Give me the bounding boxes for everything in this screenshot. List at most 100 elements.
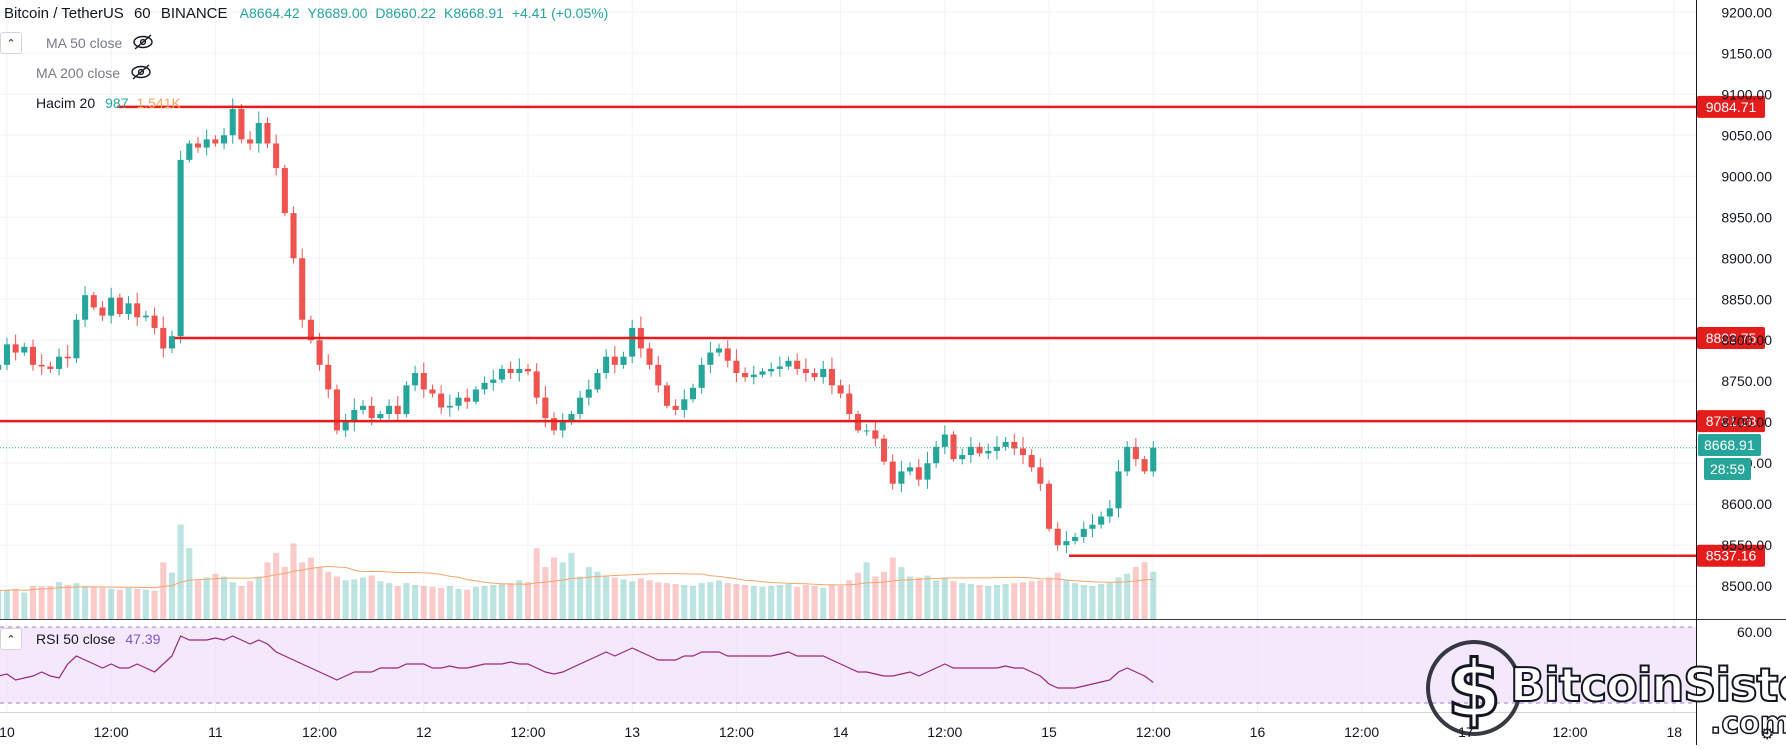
candle-body	[420, 373, 427, 390]
price-tick-label: 9000.00	[1721, 168, 1772, 184]
time-axis[interactable]: 10 12:00 11 12:00 12 12:00 13 12:00 14 12:00 15 12:…	[0, 724, 1682, 740]
watermark-brand: BitcoinSistemi	[1509, 657, 1786, 713]
volume-bar	[186, 548, 193, 619]
time-tick-label: 12:00	[94, 724, 129, 740]
candle-body	[472, 389, 479, 402]
candle-body	[412, 373, 419, 386]
legend-ma200[interactable]: MA 200 close	[36, 62, 152, 84]
volume-bar	[438, 587, 445, 619]
candle-body	[993, 446, 1000, 451]
candle-body	[785, 360, 792, 367]
candle-body	[776, 366, 783, 369]
volume-bar	[542, 567, 549, 619]
volume-bar	[142, 589, 149, 619]
candle-body	[585, 389, 592, 398]
settings-gear-icon[interactable]: ⚙	[1760, 726, 1775, 743]
volume-bar	[768, 585, 775, 619]
level-price-tag	[1697, 326, 1765, 349]
candle-body	[1098, 516, 1105, 525]
candle-body	[194, 143, 202, 148]
candle-body	[247, 139, 254, 144]
candle-body	[168, 336, 175, 349]
price-tick-label: 9150.00	[1721, 45, 1772, 61]
candle-body	[186, 143, 193, 160]
candle-body	[802, 368, 809, 374]
candle-body	[594, 373, 601, 390]
candle-body	[108, 297, 115, 316]
volume-bar	[898, 567, 905, 619]
volume-bars	[0, 524, 1157, 619]
volume-bar	[99, 587, 106, 619]
candle-body	[915, 467, 922, 480]
volume-bar	[724, 583, 731, 619]
volume-bar	[1028, 581, 1035, 619]
candle-body	[64, 356, 71, 359]
volume-bar	[941, 578, 948, 619]
time-tick-label: 10	[0, 724, 15, 740]
candle-body	[290, 213, 297, 259]
legend-ma50[interactable]: ⌃ MA 50 close	[0, 32, 154, 54]
candle-body	[672, 405, 679, 410]
legend-rsi[interactable]: ⌃ RSI 50 close 47.39	[0, 628, 160, 650]
candle-body	[351, 409, 358, 423]
price-tick-label: 8700.00	[1721, 414, 1772, 430]
volume-bar	[394, 585, 401, 619]
eye-off-icon[interactable]	[130, 63, 152, 83]
candle-body	[768, 368, 775, 372]
volume-bar	[516, 580, 523, 619]
horizontal-levels[interactable]: 9084.71 8802.75 8701.28 8537.16	[0, 95, 1765, 567]
candle-body	[889, 461, 896, 484]
countdown-value: 28:59	[1710, 461, 1746, 477]
time-tick-label: 12:00	[719, 724, 754, 740]
volume-bar	[1063, 580, 1070, 619]
volume-bar	[47, 585, 54, 619]
candle-body	[655, 364, 662, 386]
candle-body	[559, 422, 566, 431]
volume-bar	[3, 589, 10, 619]
candles[interactable]	[0, 98, 1157, 554]
volume-bar	[203, 577, 210, 619]
volume-bar	[620, 579, 627, 619]
candle-body	[446, 405, 453, 408]
candle-body	[1019, 448, 1027, 456]
candle-body	[255, 122, 262, 144]
low-label: D	[375, 5, 386, 21]
volume-bar	[1089, 585, 1096, 619]
volume-bar	[455, 588, 462, 619]
volume-bar	[689, 585, 697, 619]
candle-body	[1080, 528, 1087, 538]
volume-bar	[863, 562, 870, 619]
eye-off-icon[interactable]	[132, 33, 154, 53]
price-tick-label: 8900.00	[1721, 250, 1772, 266]
chevron-up-icon[interactable]: ⌃	[0, 32, 22, 54]
ma200-label: MA 200 close	[36, 65, 121, 81]
price-axis[interactable]: 8500.008550.008600.008650.008700.008750.…	[1721, 4, 1772, 594]
volume-bar	[1106, 583, 1113, 619]
volume-bar	[707, 582, 714, 619]
volume-ma-value: 1.541K	[136, 95, 181, 111]
legend-volume[interactable]: Hacim 20 987 1.541K	[36, 92, 181, 114]
candle-body	[377, 414, 384, 419]
high-value: 8689.00	[316, 5, 368, 21]
rsi-band	[0, 627, 1696, 703]
interval[interactable]: 60	[133, 5, 151, 22]
volume-bar	[776, 585, 783, 619]
candle-body	[811, 373, 818, 378]
symbol-name[interactable]: Bitcoin / TetherUS	[4, 5, 124, 22]
ohlc-values: A8664.42 Y8689.00 D8660.22 K8668.91 +4.4…	[240, 5, 609, 21]
time-tick-label: 12	[416, 724, 432, 740]
level-price-label: 8537.16	[1706, 548, 1757, 564]
rsi-tick-label: 60.00	[1737, 624, 1772, 640]
candle-body	[99, 307, 106, 316]
chevron-up-icon[interactable]: ⌃	[0, 628, 22, 650]
volume-bar	[759, 586, 766, 619]
current-price-tag: 8668.91	[1698, 434, 1761, 456]
volume-bar	[742, 585, 749, 619]
candle-body	[281, 168, 288, 214]
candle-body	[160, 327, 167, 349]
time-tick-label: 18	[1667, 724, 1683, 740]
rsi-value: 47.39	[125, 631, 161, 647]
volume-bar	[490, 585, 497, 619]
volume-bar	[255, 576, 262, 619]
